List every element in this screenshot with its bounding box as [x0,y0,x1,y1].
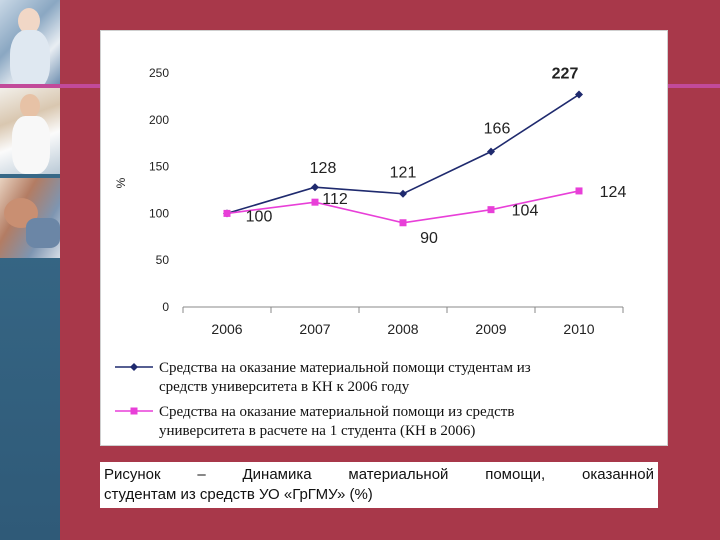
line-chart: 0 50 100 150 200 250% 2006 2007 2008 2009 2010 128 1… [114,66,627,439]
legend-entry-text: Средства на оказание материальной помощи… [159,404,514,420]
medical-photo-1 [0,0,60,84]
legend-entry-text: Средства на оказание материальной помощи… [159,360,531,376]
caption-line-2: студентам из средств УО «ГрГМУ» (%) [104,486,373,503]
legend-entry-text: средств университета в КН к 2006 году [159,379,410,395]
x-tick-label: 2007 [299,321,330,337]
x-tick-label: 2009 [475,321,506,337]
caption-word: Динамика [242,466,312,483]
caption-line-1: Рисунок – Динамика материальной помощи, … [104,465,654,485]
data-label: 227 [552,66,579,83]
y-tick-label: 150 [149,160,169,174]
y-axis-label: % [114,177,128,188]
data-point-series-2 [223,209,231,217]
data-point-series-2 [311,198,319,206]
data-label: 128 [310,160,337,177]
legend-entry-text: университета в расчете на 1 студента (КН… [159,423,475,439]
y-tick-label: 0 [162,300,169,314]
legend-marker [130,363,138,371]
x-tick-label: 2010 [563,321,594,337]
data-point-series-1 [487,147,495,156]
data-label: 104 [512,203,539,220]
data-point-series-2 [399,219,407,227]
caption-word: – [197,466,206,483]
data-point-series-1 [399,189,407,198]
data-point-series-1 [575,90,583,99]
data-label: 124 [600,184,627,201]
y-tick-label: 200 [149,113,169,127]
x-tick-label: 2006 [211,321,242,337]
data-label: 166 [484,121,511,138]
caption-word: оказанной [582,466,654,483]
data-label: 121 [390,165,417,182]
decorative-side-strip [0,0,60,540]
legend-marker [130,407,138,415]
chart-panel: 0 50 100 150 200 250% 2006 2007 2008 2009 2010 128 1… [100,30,668,446]
x-tick-label: 2008 [387,321,418,337]
caption-word: Рисунок [104,466,161,483]
data-point-series-2 [575,187,583,195]
medical-photo-2 [0,88,60,174]
y-tick-label: 50 [156,253,170,267]
data-label: 100 [246,208,273,225]
data-point-series-2 [487,206,495,214]
medical-photo-3 [0,178,60,258]
y-tick-label: 100 [149,206,169,220]
data-label: 90 [420,230,438,247]
data-point-series-1 [311,183,319,192]
caption-word: материальной [348,466,449,483]
y-tick-label: 250 [149,66,169,80]
caption-word: помощи, [485,466,546,483]
figure-caption: Рисунок – Динамика материальной помощи, … [100,462,658,508]
data-label: 112 [322,191,348,208]
